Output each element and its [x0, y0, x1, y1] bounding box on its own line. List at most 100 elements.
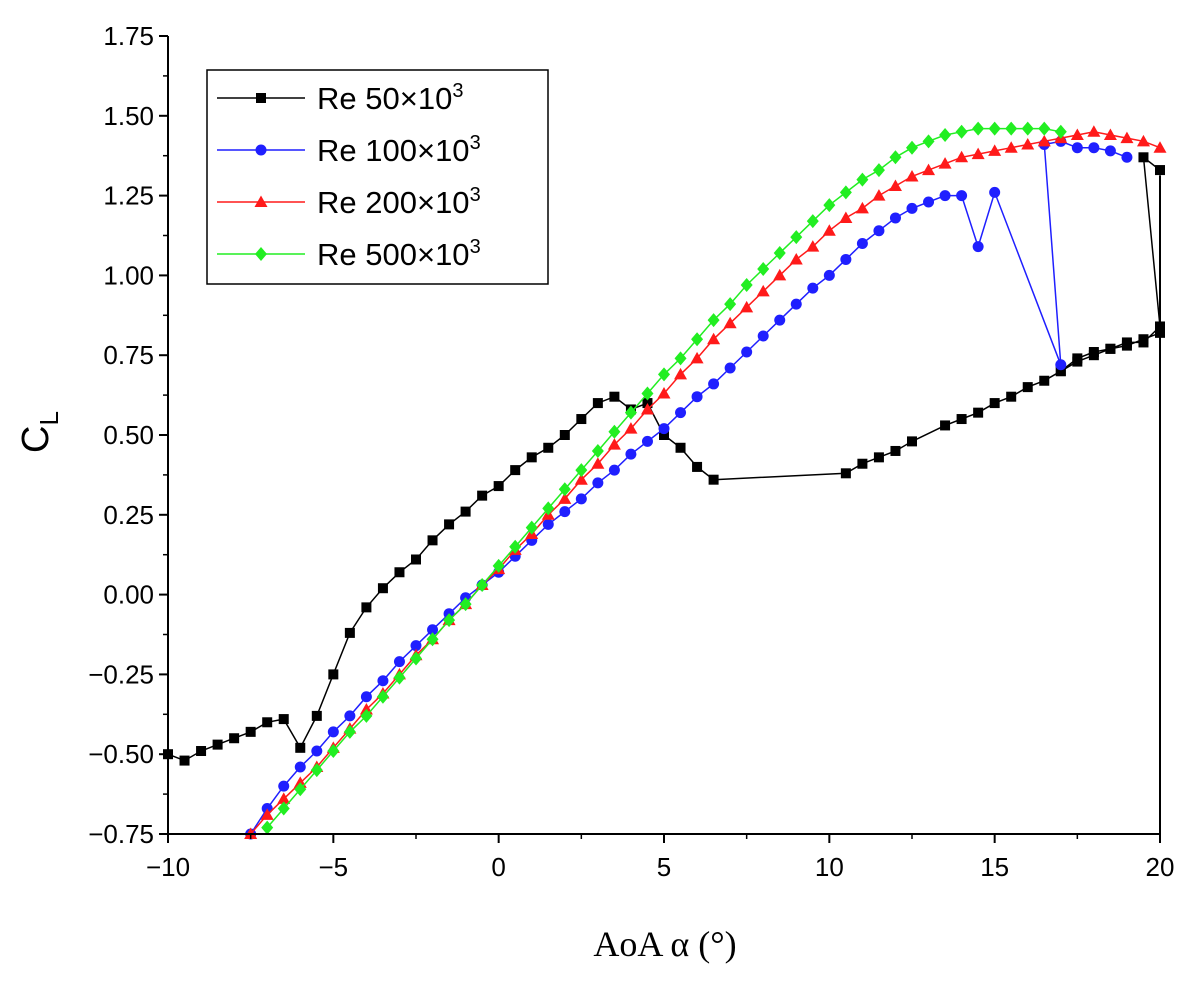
series-3-point: [971, 147, 985, 160]
y-tick-label: 0.25: [103, 500, 154, 530]
series-4-point: [624, 405, 637, 420]
series-1-point: [344, 627, 355, 638]
series-2-point: [840, 253, 852, 265]
legend-label: Re 200×103: [317, 184, 481, 220]
series-1-point: [659, 430, 669, 440]
y-axis-title-main: C: [15, 426, 57, 453]
legend-item: Re 500×103: [217, 236, 481, 272]
series-4-point: [988, 121, 1001, 136]
x-tick-label: −10: [146, 852, 190, 882]
series-4-point: [509, 539, 522, 554]
series-1-point: [179, 755, 190, 766]
series-4-point: [393, 670, 406, 685]
series-3-point: [822, 224, 836, 236]
series-4-point: [658, 367, 670, 382]
series-2-point: [658, 423, 670, 435]
y-tick-label: −0.50: [88, 739, 154, 769]
series-2-point: [906, 202, 918, 214]
legend-label-main: Re 200×10: [317, 185, 470, 220]
series-2-point: [327, 726, 339, 738]
series-3-point: [740, 300, 754, 313]
series-3-point: [1070, 128, 1084, 140]
series-1-point: [1039, 375, 1050, 386]
series-4-point: [707, 313, 720, 328]
series-3-point: [558, 492, 572, 504]
series-3-point: [707, 332, 721, 345]
y-tick-label: 1.75: [103, 21, 154, 51]
series-1-point: [1022, 382, 1033, 393]
series-4-point: [443, 613, 456, 628]
series-2-point: [790, 298, 802, 310]
series-3-point: [640, 402, 654, 415]
series-4-point: [939, 127, 952, 142]
legend-label-main: Re 50×10: [317, 81, 452, 116]
series-2-point: [708, 378, 720, 390]
legend-marker: [256, 93, 266, 103]
series-1-point: [212, 739, 223, 750]
series-3-point: [1004, 141, 1018, 153]
y-tick-label: 0.50: [103, 420, 154, 450]
series-3-point: [690, 351, 704, 364]
series-1-point: [477, 490, 488, 501]
legend-label: Re 500×103: [317, 236, 481, 272]
series-4-point: [1005, 121, 1018, 136]
series-2-point: [393, 656, 405, 668]
series-1-point: [311, 710, 322, 721]
series-3-point: [872, 189, 886, 201]
series-2-point: [939, 190, 951, 202]
series-4-point: [922, 134, 935, 149]
series-2-point: [1104, 145, 1116, 157]
series-4: [261, 121, 1067, 835]
legend-marker: [255, 144, 267, 156]
series-4-point: [410, 651, 422, 666]
series-3-point: [1037, 134, 1051, 147]
y-tick-label: 0.00: [103, 580, 154, 610]
legend-box: [206, 69, 549, 285]
series-2-point: [1088, 142, 1100, 154]
series-1-point: [956, 414, 967, 425]
legend-marker: [254, 195, 268, 207]
series-2-point: [294, 761, 306, 773]
series-4-point: [740, 277, 753, 292]
legend-label: Re 50×103: [317, 80, 463, 116]
series-1-point: [1072, 353, 1083, 364]
series-4-point: [955, 124, 968, 139]
series-2-point: [608, 464, 620, 476]
series-3-point: [723, 316, 737, 329]
series-1-point: [526, 452, 537, 463]
series-3-point: [1120, 131, 1134, 144]
series-3-point: [1103, 128, 1117, 140]
y-tick-label: −0.25: [88, 659, 154, 689]
legend-label-sup: 3: [470, 236, 481, 258]
series-4-point: [674, 351, 687, 366]
series-4-point: [856, 172, 869, 187]
series-4-point: [261, 820, 274, 835]
series-2-point: [889, 212, 901, 224]
legend-label-sup: 3: [470, 184, 481, 206]
series-2-point: [724, 362, 736, 374]
series-1-point: [609, 391, 620, 402]
series-4-point: [839, 185, 852, 200]
series-1-point: [1055, 366, 1066, 377]
series-1-point: [543, 442, 554, 453]
series-2-point: [542, 518, 554, 530]
series-4-point: [294, 782, 307, 797]
y-tick-label: 1.25: [103, 181, 154, 211]
series-4-point: [790, 230, 803, 245]
series-4-point: [1038, 121, 1051, 136]
series-1-point: [1138, 337, 1149, 348]
series-1-point: [576, 414, 587, 425]
series-3-point: [806, 240, 820, 252]
series-4-point: [476, 578, 489, 593]
x-tick-label: 5: [657, 852, 671, 882]
series-4-point: [1054, 124, 1067, 139]
series-4-point: [757, 262, 770, 277]
series-4-point: [823, 198, 836, 213]
series-4-point: [310, 763, 323, 778]
series-2-point: [1071, 142, 1083, 154]
series-3-point: [1153, 141, 1167, 153]
series-3-point: [674, 367, 688, 380]
y-tick-label: −0.75: [88, 819, 154, 849]
legend-label-main: Re 500×10: [317, 237, 470, 272]
series-3-point: [591, 457, 605, 469]
